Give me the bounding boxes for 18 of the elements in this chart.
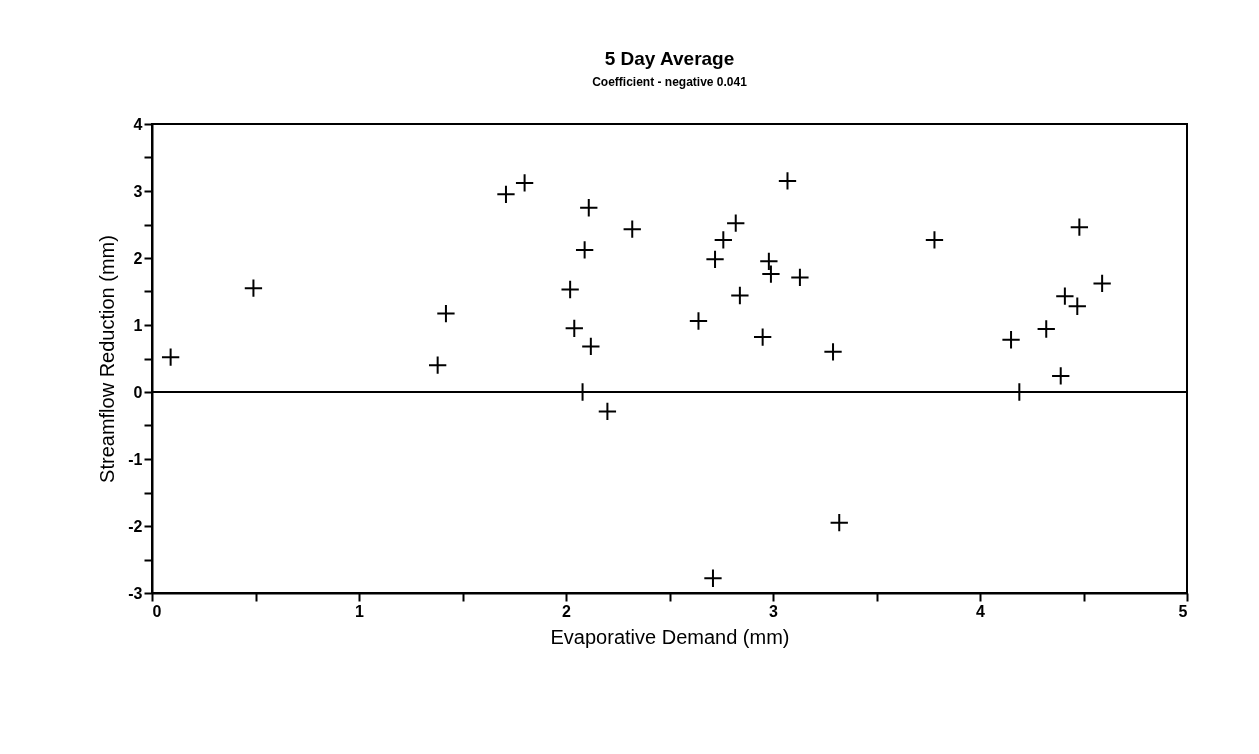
x-tick-label: 3	[769, 602, 779, 620]
chart-subtitle: Coefficient - negative 0.041	[592, 75, 748, 89]
y-tick-label: -2	[128, 517, 143, 535]
y-tick-label: 0	[133, 383, 143, 401]
y-tick-label: 4	[133, 115, 143, 133]
x-tick-label: 2	[562, 602, 572, 620]
x-tick-label: 5	[1178, 602, 1188, 620]
chart-title: 5 Day Average	[604, 48, 735, 69]
y-tick-label: 1	[133, 316, 143, 334]
x-axis-title: Evaporative Demand (mm)	[550, 625, 790, 648]
x-tick-label: 1	[355, 602, 365, 620]
x-tick-label: 4	[976, 602, 986, 620]
y-axis-title: Streamflow Reduction (mm)	[96, 235, 119, 483]
y-tick-label: 2	[133, 249, 143, 267]
x-tick-label: 0	[152, 602, 162, 620]
y-tick-label: -3	[128, 584, 143, 602]
y-tick-label: -1	[128, 450, 143, 468]
y-tick-label: 3	[133, 182, 143, 200]
